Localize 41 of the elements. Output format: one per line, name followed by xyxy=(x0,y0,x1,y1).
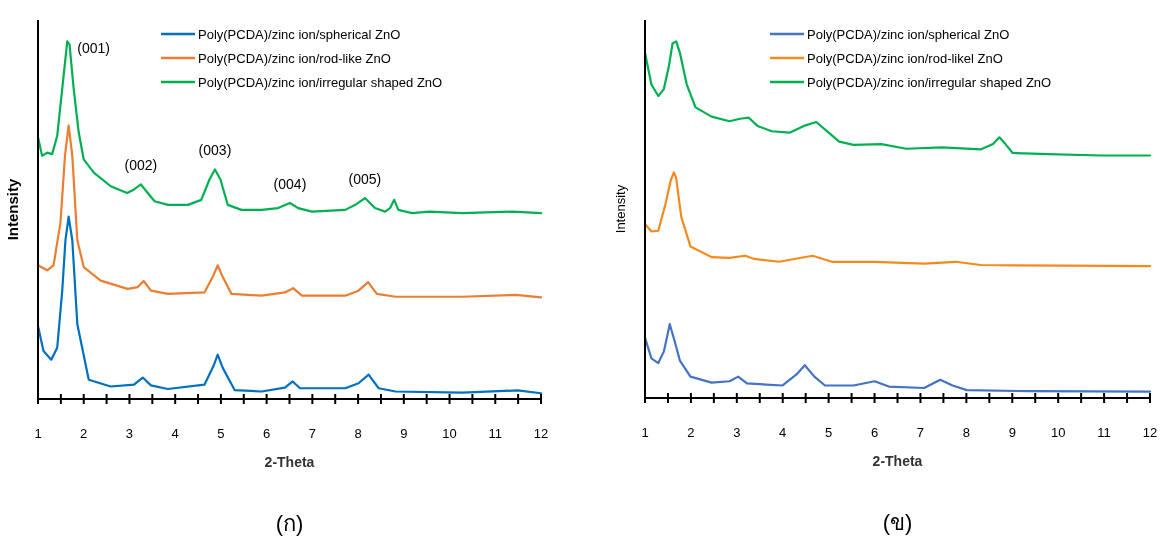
x-tick-label: 4 xyxy=(779,425,787,440)
y-axis-title: Intensity xyxy=(4,178,21,241)
x-tick-label: 8 xyxy=(354,426,362,441)
x-tick-label: 6 xyxy=(870,425,879,440)
x-tick-label: 4 xyxy=(171,426,179,441)
legend-label: Poly(PCDA)/zinc ion/irregular shaped ZnO xyxy=(807,75,1052,90)
annotation: (005) xyxy=(348,171,382,188)
annotation: (001) xyxy=(77,40,110,57)
text: (ข) xyxy=(882,510,913,535)
x-tick-label: 3 xyxy=(125,426,134,441)
annotation: (003) xyxy=(198,142,232,159)
x-tick-label: 7 xyxy=(308,426,316,441)
x-tick-label: 2 xyxy=(687,425,695,440)
x-tick-label: 10 xyxy=(1050,425,1066,440)
legend-label: Poly(PCDA)/zinc ion/spherical ZnO xyxy=(807,27,1010,42)
x-tick-label: 3 xyxy=(733,425,741,440)
x-tick-label: 9 xyxy=(1008,425,1016,440)
legend-label: Poly(PCDA)/zinc ion/irregular shaped ZnO xyxy=(198,75,443,90)
legend-label: Poly(PCDA)/zinc ion/rod-like ZnO xyxy=(198,51,391,66)
x-tick-label: 6 xyxy=(263,426,271,441)
x-tick-label: 2 xyxy=(80,426,88,441)
x-tick-label: 7 xyxy=(916,425,925,440)
legend-label: Poly(PCDA)/zinc ion/spherical ZnO xyxy=(198,27,401,42)
x-tick-label: 5 xyxy=(217,426,225,441)
x-tick-label: 11 xyxy=(488,426,503,441)
annotation: (004) xyxy=(273,176,307,193)
x-axis-title: 2-Theta xyxy=(264,454,315,470)
x-tick-label: 5 xyxy=(825,425,833,440)
x-tick-label: 12 xyxy=(533,426,549,441)
x-tick-label: 11 xyxy=(1097,425,1111,440)
x-tick-label: 1 xyxy=(641,425,649,440)
x-tick-label: 8 xyxy=(962,425,970,440)
x-tick-label: 1 xyxy=(34,426,42,441)
x-axis-title: 2-Theta xyxy=(872,453,923,469)
annotation: (002) xyxy=(124,157,158,174)
y-axis-title: Intensity xyxy=(613,184,628,234)
x-tick-label: 12 xyxy=(1142,425,1158,440)
x-tick-label: 9 xyxy=(400,426,408,441)
text: (ก) xyxy=(275,511,304,536)
x-tick-label: 10 xyxy=(442,426,457,441)
legend-label: Poly(PCDA)/zinc ion/rod-likel ZnO xyxy=(807,51,1003,66)
